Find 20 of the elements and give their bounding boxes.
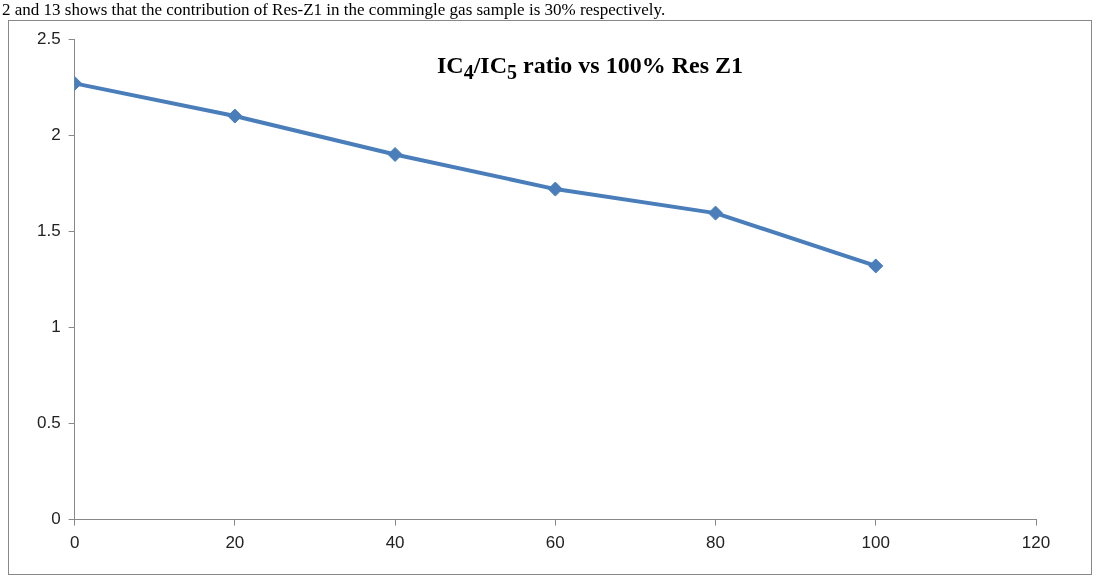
x-tick-label: 80 (706, 533, 726, 553)
x-tick-label: 0 (69, 533, 80, 553)
point (868, 258, 884, 274)
text: IC$_{4}$/IC$_{5}$ ratio vs 100% Res Z1 (436, 52, 744, 84)
y-tick-label: 2.5 (36, 28, 61, 48)
y-tick-label: 1 (51, 317, 61, 337)
y-tick-label: 1.5 (36, 221, 61, 241)
point (708, 205, 724, 221)
y-tick-label: 0 (51, 509, 61, 529)
x-tick-label: 40 (385, 533, 405, 553)
y-tick-label: 0.5 (36, 413, 61, 433)
x-tick-label: 60 (545, 533, 565, 553)
x-tick-label: 120 (1021, 533, 1051, 553)
point (387, 147, 403, 162)
x-tick-label: 100 (861, 533, 890, 553)
text: 2 and 13 shows that the contribution of Res-Z1 in the commingle gas sample is 30% respectively. (2, 0, 666, 20)
y-tick-label: 2 (51, 124, 61, 144)
x-tick-label: 20 (225, 533, 245, 553)
point (227, 108, 243, 124)
point (547, 181, 563, 197)
